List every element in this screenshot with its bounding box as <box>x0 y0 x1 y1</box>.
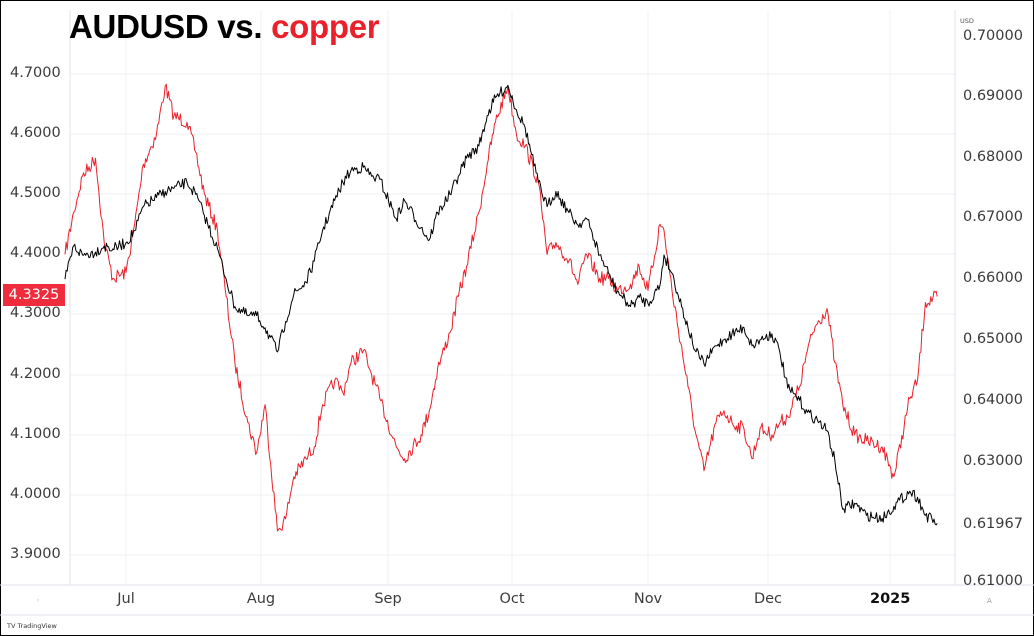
chart-title: AUDUSD vs. copper <box>69 8 380 46</box>
right-tick-label: 0.69000 <box>963 88 1023 104</box>
auto-scale-icon[interactable]: A <box>987 597 992 605</box>
left-tick-label: 4.7000 <box>10 65 61 81</box>
x-tick-label: Oct <box>499 591 525 607</box>
right-tick-label: 0.65000 <box>963 331 1023 347</box>
x-tick-label: Aug <box>246 591 276 607</box>
left-tick-label: 3.9000 <box>10 546 61 562</box>
title-audusd: AUDUSD vs. <box>69 8 263 45</box>
left-tick-label: 4.6000 <box>10 125 61 141</box>
left-tick-label: 4.1000 <box>10 426 61 442</box>
series-line-copper <box>64 83 938 532</box>
brand-icon: TV <box>7 622 16 630</box>
left-tick-label: 4.0000 <box>10 486 61 502</box>
last-value-badge: 4.3325 <box>3 284 65 306</box>
series-line-audusd <box>64 84 938 526</box>
tradingview-logo: TV TradingView <box>7 622 57 630</box>
right-tick-label: 0.61967 <box>963 516 1023 532</box>
x-tick-label: 2025 <box>870 591 911 607</box>
title-copper: copper <box>271 8 380 45</box>
right-tick-label: 0.67000 <box>963 209 1023 225</box>
grid <box>70 10 955 585</box>
right-tick-label: 0.61000 <box>963 573 1023 589</box>
left-tick-label: 4.5000 <box>10 185 61 201</box>
series-layer <box>64 83 938 532</box>
x-tick-label: Jul <box>117 591 135 607</box>
axes <box>0 10 1034 616</box>
right-tick-label: 0.70000 <box>963 28 1023 44</box>
left-tick-label: 4.2000 <box>10 366 61 382</box>
left-tick-label: 4.4000 <box>10 245 61 261</box>
left-scale-settings-icon[interactable]: ◦ <box>36 597 41 605</box>
right-tick-label: 0.66000 <box>963 270 1023 286</box>
right-tick-label: 0.63000 <box>963 453 1023 469</box>
currency-label: USD <box>960 17 974 25</box>
x-tick-label: Nov <box>633 591 663 607</box>
x-tick-label: Dec <box>753 591 783 607</box>
x-tick-label: Sep <box>374 591 402 607</box>
right-tick-label: 0.68000 <box>963 149 1023 165</box>
right-tick-label: 0.64000 <box>963 392 1023 408</box>
brand-label: TradingView <box>17 622 57 630</box>
left-tick-label: 4.3000 <box>10 305 61 321</box>
